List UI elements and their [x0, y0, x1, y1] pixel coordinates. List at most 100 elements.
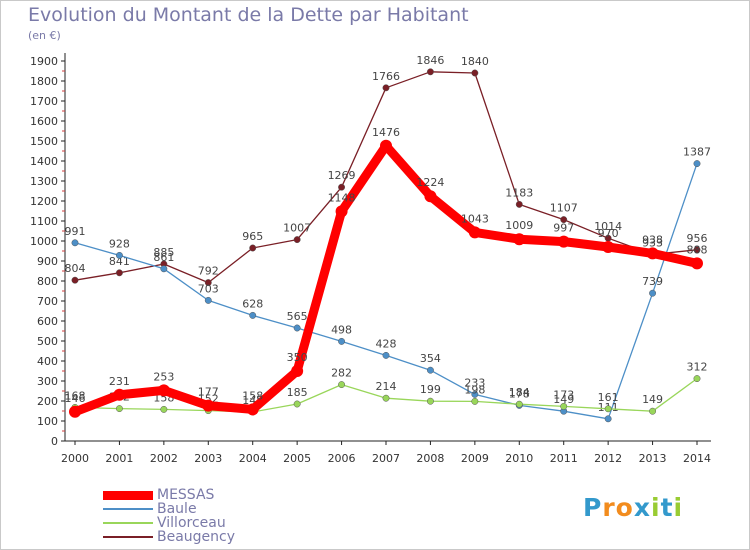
- data-label-baule: 354: [420, 352, 441, 365]
- data-point-villorceau: [160, 405, 168, 413]
- data-point-villorceau: [649, 407, 657, 415]
- data-label-baule: 991: [65, 225, 86, 238]
- data-label-beaugency: 841: [109, 255, 130, 268]
- data-point-messas: [468, 226, 481, 239]
- x-tick-label: 2012: [594, 452, 622, 465]
- logo-letter: P: [583, 493, 603, 522]
- legend: MESSAS Baule Villorceau Beaugency: [103, 488, 235, 544]
- data-label-beaugency: 956: [687, 232, 708, 245]
- x-tick-label: 2005: [283, 452, 311, 465]
- data-point-beaugency: [693, 246, 701, 254]
- data-label-baule: 178: [509, 387, 530, 400]
- y-tick-label: 1000: [30, 235, 58, 248]
- data-point-villorceau: [560, 402, 568, 410]
- data-label-messas: 1148: [328, 191, 356, 204]
- y-tick-label: 1500: [30, 135, 58, 148]
- x-tick-label: 2004: [239, 452, 267, 465]
- data-label-beaugency: 1107: [550, 202, 578, 215]
- data-label-villorceau: 173: [553, 388, 574, 401]
- legend-label: Beaugency: [157, 529, 236, 545]
- data-point-messas: [157, 384, 170, 397]
- x-tick-label: 2014: [683, 452, 711, 465]
- data-point-messas: [557, 235, 570, 248]
- x-tick-label: 2013: [639, 452, 667, 465]
- data-point-baule: [249, 311, 257, 319]
- data-label-baule: 628: [242, 297, 263, 310]
- data-label-messas: 1476: [372, 126, 400, 139]
- data-label-messas: 350: [287, 351, 308, 364]
- legend-item-baule: Baule: [103, 502, 235, 516]
- y-tick-label: 500: [37, 335, 58, 348]
- data-point-beaugency: [293, 236, 301, 244]
- legend-swatch: [103, 490, 153, 500]
- data-point-baule: [293, 324, 301, 332]
- data-point-villorceau: [693, 375, 701, 383]
- data-point-messas: [69, 405, 81, 418]
- legend-swatch: [103, 536, 153, 538]
- data-point-baule: [693, 160, 701, 168]
- data-label-beaugency: 1183: [505, 186, 533, 199]
- data-label-baule: 498: [331, 323, 352, 336]
- data-point-baule: [649, 289, 657, 297]
- data-label-messas: 888: [687, 243, 708, 256]
- data-point-baule: [604, 415, 612, 423]
- data-label-villorceau: 312: [687, 361, 708, 374]
- data-label-messas: 997: [553, 222, 574, 235]
- proxiti-logo: Proxiti: [583, 493, 683, 522]
- chart-unit: (en €): [28, 29, 61, 42]
- y-tick-label: 100: [37, 415, 58, 428]
- data-label-baule: 703: [198, 282, 219, 295]
- data-label-baule: 233: [464, 376, 485, 389]
- data-point-beaugency: [515, 200, 523, 208]
- data-label-villorceau: 161: [598, 391, 619, 404]
- y-tick-label: 1100: [30, 215, 58, 228]
- legend-item-beaugency: Beaugency: [103, 530, 235, 544]
- data-label-beaugency: 1014: [594, 220, 622, 233]
- y-tick-label: 1900: [30, 55, 58, 68]
- data-label-baule: 428: [376, 337, 397, 350]
- data-point-baule: [71, 239, 79, 247]
- data-point-baule: [160, 265, 168, 273]
- data-label-beaugency: 1766: [372, 70, 400, 83]
- data-point-beaugency: [471, 69, 479, 77]
- data-point-messas: [691, 257, 703, 270]
- y-tick-label: 700: [37, 295, 58, 308]
- data-label-messas: 146: [65, 392, 86, 405]
- data-point-beaugency: [382, 84, 390, 92]
- data-point-messas: [646, 247, 659, 260]
- data-label-baule: 565: [287, 310, 308, 323]
- x-tick-label: 2000: [61, 452, 89, 465]
- logo-letter: r: [602, 493, 616, 522]
- legend-swatch: [103, 508, 153, 510]
- data-point-beaugency: [204, 279, 212, 287]
- x-tick-label: 2006: [328, 452, 356, 465]
- data-label-messas: 970: [598, 227, 619, 240]
- data-label-messas: 1043: [461, 212, 489, 225]
- y-tick-label: 1300: [30, 175, 58, 188]
- y-tick-label: 200: [37, 395, 58, 408]
- data-point-baule: [204, 296, 212, 304]
- data-point-villorceau: [426, 397, 434, 405]
- data-point-villorceau: [115, 405, 123, 413]
- data-label-beaugency: 1846: [416, 54, 444, 67]
- data-point-villorceau: [604, 405, 612, 413]
- data-label-baule: 861: [153, 251, 174, 264]
- data-label-messas: 1009: [505, 219, 533, 232]
- data-point-beaugency: [426, 68, 434, 76]
- data-point-baule: [426, 366, 434, 374]
- data-label-beaugency: 1007: [283, 222, 311, 235]
- x-tick-label: 2007: [372, 452, 400, 465]
- x-tick-label: 2008: [416, 452, 444, 465]
- y-tick-label: 300: [37, 375, 58, 388]
- data-point-villorceau: [338, 381, 346, 389]
- legend-label: Villorceau: [157, 515, 226, 531]
- data-point-messas: [335, 205, 348, 218]
- data-label-beaugency: 804: [65, 262, 86, 275]
- data-label-villorceau: 168: [65, 389, 86, 402]
- data-label-villorceau: 199: [420, 383, 441, 396]
- data-point-beaugency: [560, 216, 568, 224]
- y-tick-label: 1700: [30, 95, 58, 108]
- data-point-villorceau: [471, 397, 479, 405]
